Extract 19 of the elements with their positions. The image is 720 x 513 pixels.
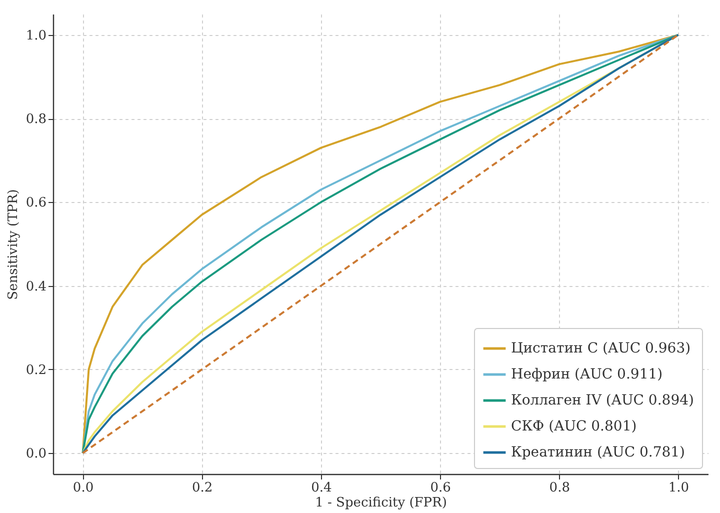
x-tick-label: 0.6 bbox=[430, 480, 451, 496]
legend-label: Креатинин (AUC 0.781) bbox=[511, 444, 686, 460]
y-tick-label: 0.2 bbox=[26, 362, 46, 378]
legend-label: СКФ (AUC 0.801) bbox=[511, 418, 637, 434]
legend-label: Нефрин (AUC 0.911) bbox=[511, 366, 663, 382]
x-tick-label: 1.0 bbox=[668, 480, 690, 496]
y-tick-label: 0.6 bbox=[26, 196, 46, 211]
y-axis-title: Sensitivity (TPR) bbox=[6, 189, 21, 300]
x-tick-label: 0.0 bbox=[72, 480, 94, 496]
y-tick-label: 0.8 bbox=[26, 112, 46, 128]
x-tick-label: 0.8 bbox=[549, 480, 570, 496]
y-tick-label: 1.0 bbox=[26, 28, 46, 44]
y-tick-label: 0.4 bbox=[26, 279, 46, 294]
x-tick-label: 0.4 bbox=[311, 480, 332, 496]
y-tick-label: 0.0 bbox=[26, 446, 46, 462]
legend-label: Цистатин C (AUC 0.963) bbox=[511, 340, 691, 356]
x-tick-label: 0.2 bbox=[192, 480, 213, 496]
legend-label: Коллаген IV (AUC 0.894) bbox=[511, 392, 694, 408]
x-axis-title: 1 - Specificity (FPR) bbox=[315, 496, 447, 510]
